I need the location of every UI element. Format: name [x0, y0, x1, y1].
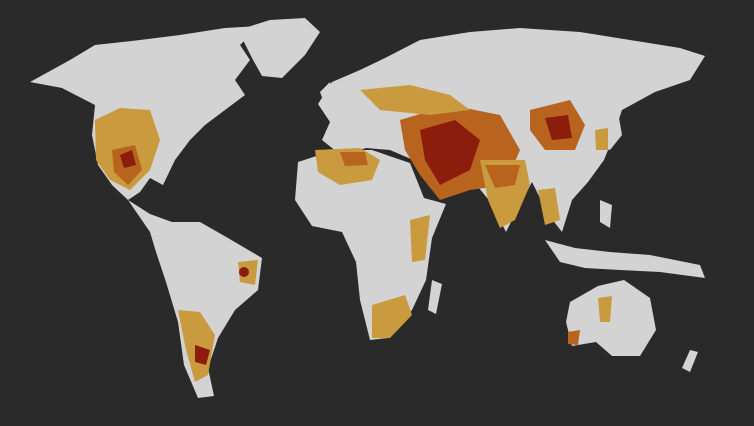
madagascar [428, 280, 442, 314]
water-stress-layer [95, 85, 612, 382]
stress-region-argentina-core [195, 345, 210, 365]
stress-region-southeast-asia [538, 188, 560, 225]
indonesia [545, 240, 705, 278]
new-zealand [682, 350, 698, 372]
stress-region-arabia-core [420, 120, 480, 185]
uk-ireland [320, 82, 336, 108]
stress-region-brazil-dot [239, 267, 249, 277]
stress-region-china-core [545, 115, 572, 140]
stress-region-australia [598, 296, 612, 322]
stress-region-central-asia [360, 85, 470, 115]
australia [566, 280, 656, 356]
stress-region-korea [595, 128, 608, 150]
south-america [128, 200, 262, 398]
philippines [600, 200, 612, 228]
greenland [238, 18, 320, 78]
stress-region-mexico [120, 150, 136, 168]
stress-region-india-north [485, 165, 520, 188]
africa [295, 150, 446, 340]
eurasia [318, 28, 705, 232]
stress-region-east-africa [410, 215, 430, 262]
stress-region-australia-south [568, 330, 580, 345]
stress-region-southern-africa [372, 295, 412, 338]
stress-region-maghreb [340, 152, 368, 166]
